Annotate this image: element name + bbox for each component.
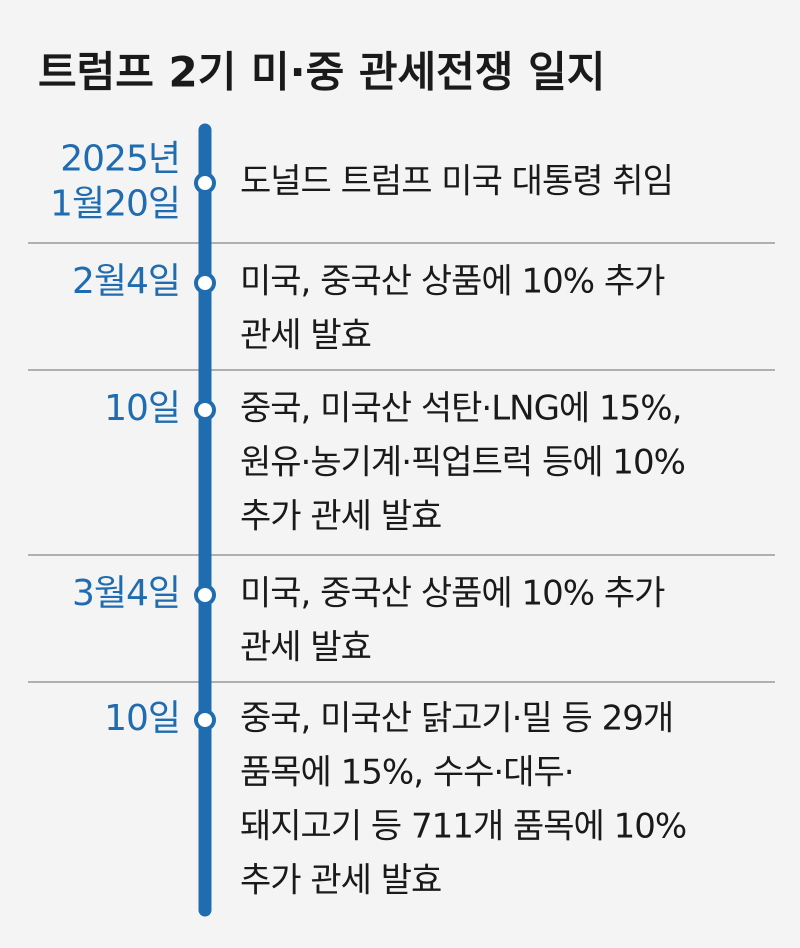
event-text: 돼지고기 등 711개 품목에 10% bbox=[240, 807, 686, 847]
event-text: 원유·농기계·픽업트럭 등에 10% bbox=[240, 443, 685, 483]
timeline-node bbox=[194, 584, 216, 606]
event-date: 10일 bbox=[104, 698, 180, 739]
timeline-node bbox=[194, 399, 216, 421]
event-text: 도널드 트럼프 미국 대통령 취임 bbox=[240, 162, 673, 202]
event-text: 중국, 미국산 닭고기·밀 등 29개 bbox=[240, 699, 673, 739]
event-date: 2월4일 bbox=[72, 261, 180, 302]
timeline-node bbox=[194, 272, 216, 294]
event-text: 미국, 중국산 상품에 10% 추가 bbox=[240, 262, 665, 302]
title: 트럼프 2기 미·중 관세전쟁 일지 bbox=[38, 48, 605, 97]
event-text: 미국, 중국산 상품에 10% 추가 bbox=[240, 574, 665, 614]
event-text: 품목에 15%, 수수·대두· bbox=[240, 753, 574, 793]
event-text: 관세 발효 bbox=[240, 316, 371, 356]
timeline-node bbox=[194, 709, 216, 731]
event-text: 추가 관세 발효 bbox=[240, 497, 441, 537]
timeline-node bbox=[194, 172, 216, 194]
event-text: 추가 관세 발효 bbox=[240, 861, 441, 901]
event-date: 3월4일 bbox=[72, 573, 180, 614]
event-date: 2025년 bbox=[60, 139, 180, 180]
separators bbox=[28, 242, 775, 683]
event-text: 중국, 미국산 석탄·LNG에 15%, bbox=[240, 389, 681, 429]
event-text: 관세 발효 bbox=[240, 628, 371, 668]
event-date: 10일 bbox=[104, 388, 180, 429]
event-date: 1월20일 bbox=[50, 184, 180, 225]
